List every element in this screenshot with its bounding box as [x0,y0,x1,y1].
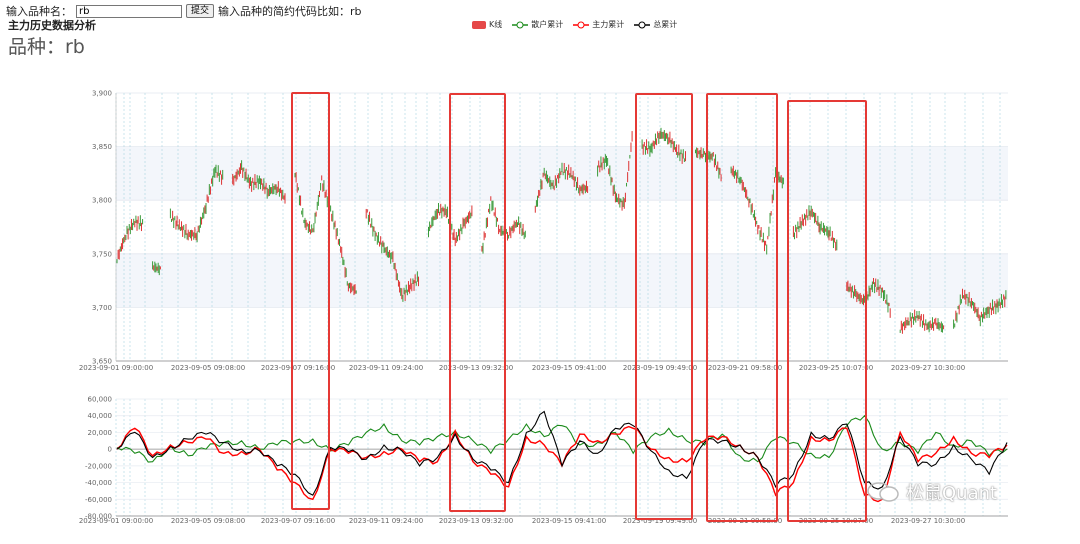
line-y-tick-label: 20,000 [88,429,113,437]
highlight-box [787,100,867,522]
kline-y-tick-label: 3,850 [92,143,112,151]
kline-band [116,253,1008,308]
kline-y-tick-label: 3,700 [92,304,112,312]
line-x-tick-label: 2023-09-15 09:41:00 [532,517,606,525]
legend-retail-swatch [512,21,529,28]
kline-x-tick-label: 2023-09-13 09:32:00 [439,364,513,372]
watermark-text: 松鼠Quant [906,483,998,504]
variety-title: 品种：rb [8,36,85,58]
highlight-box [635,93,693,520]
legend-kline[interactable]: K线 [472,19,502,30]
line-x-tick-label: 2023-09-13 09:32:00 [439,517,513,525]
highlight-box [706,93,778,522]
kline-x-tick-label: 2023-09-27 10:30:00 [891,364,965,372]
legend-kline-swatch [472,20,486,29]
line-x-tick-label: 2023-09-01 09:00:00 [79,517,153,525]
highlight-box [449,93,506,512]
highlight-box [291,92,330,510]
line-y-tick-label: -20,000 [85,462,112,470]
variety-input[interactable] [76,4,182,18]
kline-y-tick-label: 3,900 [92,90,112,98]
line-x-tick-label: 2023-09-07 09:16:00 [261,517,335,525]
kline-x-tick-label: 2023-09-21 09:58:00 [708,364,782,372]
kline-y-tick-label: 3,750 [92,250,112,258]
kline-band [116,146,1008,201]
line-y-tick-label: 60,000 [88,396,113,404]
kline-y-tick-label: 3,650 [92,358,112,366]
page-title: 主力历史数据分析 [8,19,96,32]
submit-button[interactable]: 提交 [186,4,215,18]
kline-y-tick-label: 3,800 [92,197,112,205]
legend-retail[interactable]: 散户累计 [512,19,563,30]
series-line-散户累计 [116,414,1008,463]
chart-legend: K线 散户累计 主力累计 总累计 [472,19,677,30]
wechat-icon [867,482,899,502]
legend-total[interactable]: 总累计 [634,19,677,30]
line-y-tick-label: -80,000 [85,513,112,521]
watermark: 松鼠Quant [866,479,997,505]
kline-x-tick-label: 2023-09-01 09:00:00 [79,364,153,372]
line-y-tick-label: -60,000 [85,496,112,504]
kline-x-tick-label: 2023-09-19 09:49:00 [623,364,697,372]
variety-input-label: 输入品种名： [6,5,72,18]
kline-x-tick-label: 2023-09-05 09:08:00 [171,364,245,372]
line-x-tick-label: 2023-09-05 09:08:00 [171,517,245,525]
line-x-tick-label: 2023-09-11 09:24:00 [349,517,423,525]
kline-x-tick-label: 2023-09-11 09:24:00 [349,364,423,372]
legend-main[interactable]: 主力累计 [573,19,624,30]
line-x-tick-label: 2023-09-19 09:49:00 [623,517,697,525]
kline-x-tick-label: 2023-09-15 09:41:00 [532,364,606,372]
line-y-tick-label: 40,000 [88,412,113,420]
input-form: 输入品种名： 提交 输入品种的简约代码比如：rb [6,3,362,19]
legend-total-label: 总累计 [653,20,678,29]
kline-x-tick-label: 2023-09-07 09:16:00 [261,364,335,372]
kline-x-tick-label: 2023-09-25 10:07:00 [799,364,873,372]
input-hint: 输入品种的简约代码比如：rb [218,5,362,18]
legend-total-swatch [634,21,651,28]
legend-retail-label: 散户累计 [531,20,564,29]
line-y-tick-label: 0 [108,446,112,454]
legend-main-label: 主力累计 [592,20,625,29]
line-y-tick-label: -40,000 [85,479,112,487]
legend-main-swatch [573,21,590,28]
legend-kline-label: K线 [489,20,503,29]
series-line-总累计 [116,410,1008,496]
line-x-tick-label: 2023-09-27 10:30:00 [891,517,965,525]
